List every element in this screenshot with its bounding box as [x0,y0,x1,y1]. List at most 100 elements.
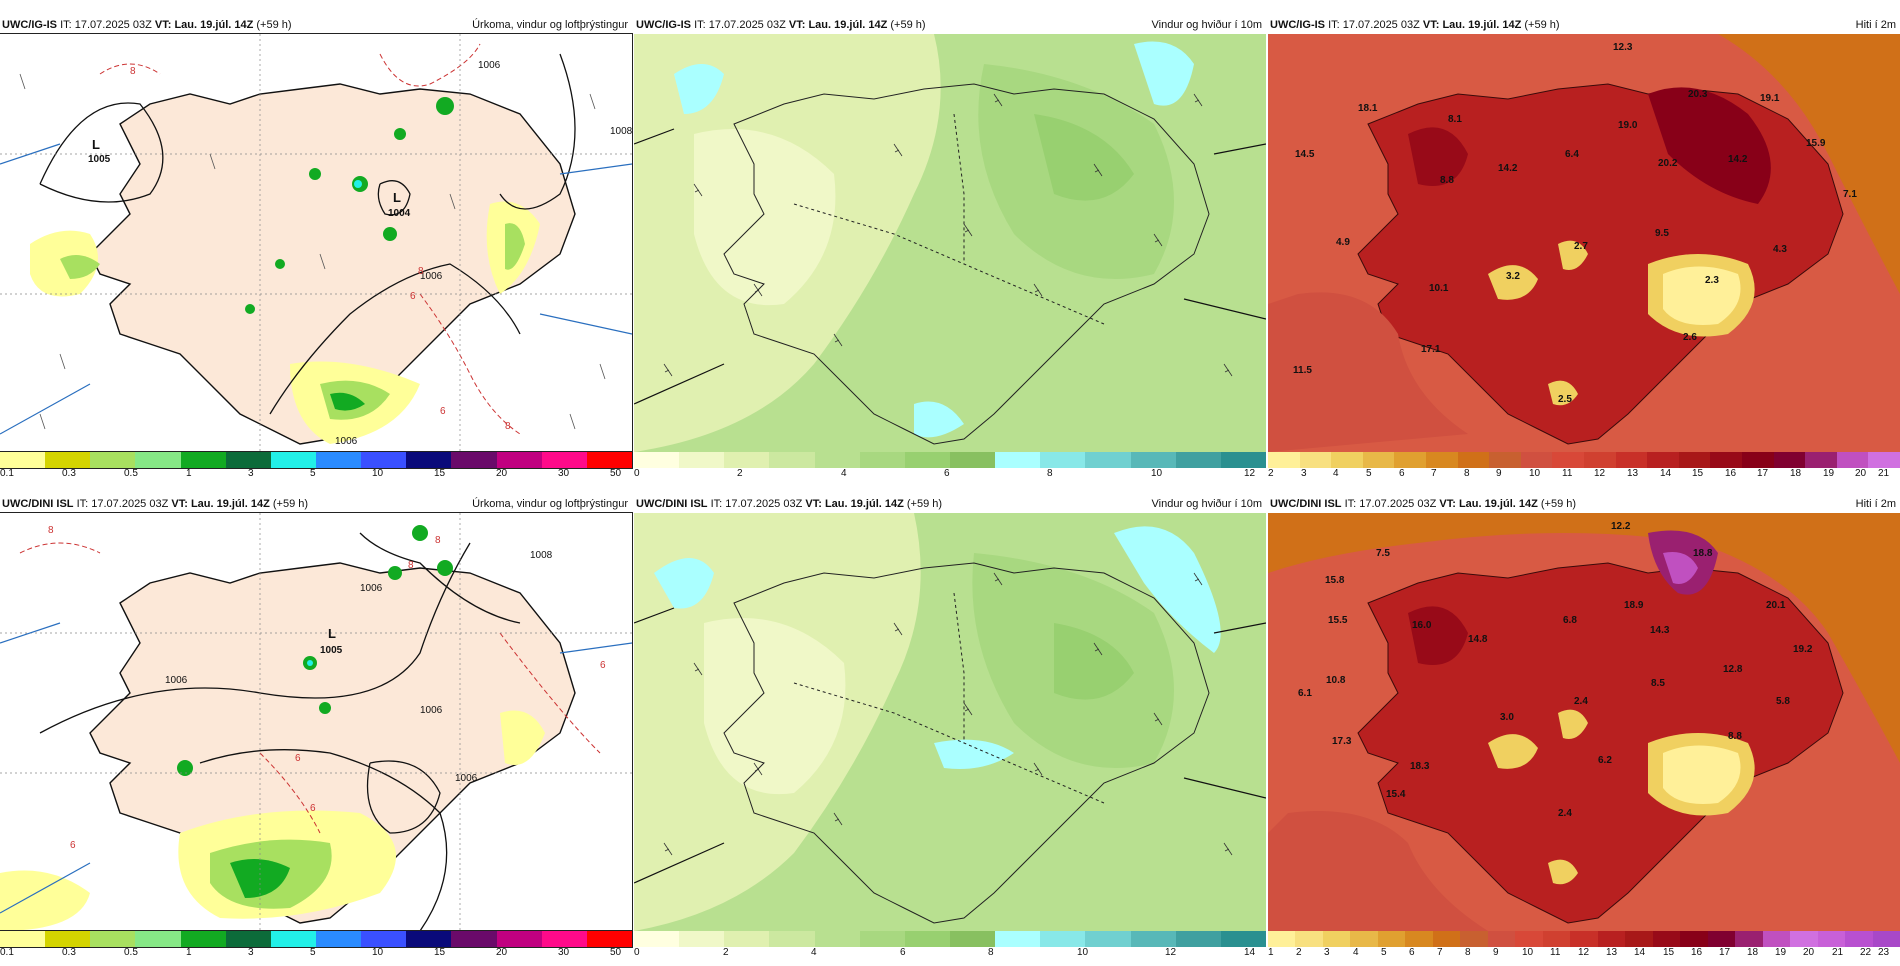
colorbar-segment [1710,452,1742,468]
frame-line [634,842,725,884]
colorbar-segment [1707,931,1736,947]
model-name: UWC/IG-IS [636,19,691,31]
precip-map-svg: L 1005 L 1004 1006 1006 1008 1006 8 8 6 … [0,34,632,452]
colorbar-segment [634,931,680,947]
model-name: UWC/DINI ISL [1270,498,1342,510]
pressure-value: 1004 [388,208,411,219]
colorbar-tick: 13 [1627,468,1639,479]
pressure-value: 1005 [88,154,111,165]
colorbar-segment [1405,931,1433,947]
colorbar-segment [1625,931,1653,947]
colorbar-segment [1175,452,1221,468]
colorbar-tick: 14 [1634,947,1646,958]
colorbar-segment [1130,931,1176,947]
temp-value: 10.8 [1326,675,1346,686]
colorbar-segment [496,452,542,468]
vt-label: VT: [154,19,172,31]
temp-area [1663,552,1698,584]
wind-map-svg [634,513,1266,931]
isobar-label: 1006 [420,705,443,716]
colorbar-segment [904,931,950,947]
colorbar-tick: 2 [723,947,729,958]
temp-panel-dini: UWC/DINI ISL IT: 17.07.2025 03Z VT: Lau.… [1268,496,1900,966]
isobar-label: 1006 [335,436,358,447]
colorbar-segment [1652,931,1681,947]
temp-value: 19.0 [1618,120,1638,131]
colorbar-tick: 0.1 [0,947,14,958]
temp-area [1357,562,1844,924]
colorbar-tick: 10 [372,468,384,479]
valid-time: Lau. 19.júl. 14Z [190,498,270,510]
temp-value: 2.4 [1558,808,1572,819]
frame-line [1213,622,1266,634]
colorbar-tick: 21 [1878,468,1890,479]
temp-area [1548,859,1578,885]
isobar-label: 1006 [420,271,443,282]
valid-time: Lau. 19.júl. 14Z [808,19,888,31]
colorbar-tick: 15 [434,947,446,958]
temp-value: 7.5 [1376,548,1390,559]
temp-value: 2.5 [1558,394,1572,405]
colorbar-segment [634,452,680,468]
colorbar-tick: 19 [1823,468,1835,479]
temp-area [1663,745,1741,804]
colorbar-segment [90,452,136,468]
temp-value: 14.3 [1650,625,1670,636]
vt-label: VT: [1422,19,1440,31]
panel-title: Hiti í 2m [1855,498,1896,510]
panel-title: Hiti í 2m [1855,19,1896,31]
dashed-contour [379,43,481,87]
colorbar-segment [1460,931,1488,947]
temp-value: 19.1 [1760,93,1780,104]
colorbar-tick: 10 [1151,468,1163,479]
region-border [953,113,965,264]
colorbar-tick: 14 [1244,947,1256,958]
low-pressure-label: L [92,137,100,152]
valid-time: Lau. 19.júl. 14Z [174,19,254,31]
temp-value: 15.8 [1325,575,1345,586]
it-label: IT: [76,498,89,510]
colorbar-segment [1457,452,1490,468]
border-line [559,642,632,654]
colorbar-tick: 21 [1832,947,1844,958]
colorbar-tick: 12 [1244,468,1256,479]
lead-time: (+59 h) [1540,498,1577,510]
colorbar-segment [1773,452,1806,468]
colorbar-segment [1220,452,1266,468]
colorbar-segment [451,931,497,947]
colorbar-segment [679,931,725,947]
colorbar-tick: 4 [1353,947,1359,958]
colorbar-segment [1362,452,1395,468]
temp-area [1408,127,1468,186]
precip-blob [330,392,365,411]
colorbar-segment [0,931,46,947]
colorbar-segment [1085,452,1131,468]
precip-cell [436,97,454,115]
colorbar-segment [1762,931,1791,947]
isobar [359,532,521,624]
colorbar-tick: 12 [1594,468,1606,479]
colorbar-segment [225,452,271,468]
colorbar-segment [1817,931,1846,947]
colorbar-tick: 8 [988,947,994,958]
colorbar-segment [225,931,271,947]
dashed-contour [259,752,321,834]
colorbar-segment [995,452,1041,468]
colorbar-segment [1615,452,1648,468]
dashed-contour [19,542,101,554]
colorbar-tick: 5 [310,468,316,479]
lead-time: (+59 h) [1524,19,1560,31]
temp-area [1558,240,1588,270]
temp-value: 14.2 [1728,154,1748,165]
colorbar-tick: 15 [1663,947,1675,958]
isobar-label: 1006 [478,60,501,71]
colorbar-tick: 4 [1333,468,1339,479]
temp-value: 14.2 [1498,163,1518,174]
colorbar-tick: 15 [1692,468,1704,479]
precip-cell [354,180,362,188]
colorbar-segment [1520,452,1553,468]
temp-value: 6.8 [1563,615,1577,626]
temp-value: 18.9 [1624,600,1644,611]
map-labels: 12.3 18.1 8.1 20.3 19.1 14.5 19.0 6.4 14… [1293,42,1857,405]
precip-colorbar-ticks: 0.1 0.3 0.5 1 3 5 10 15 20 30 50 [0,468,632,482]
